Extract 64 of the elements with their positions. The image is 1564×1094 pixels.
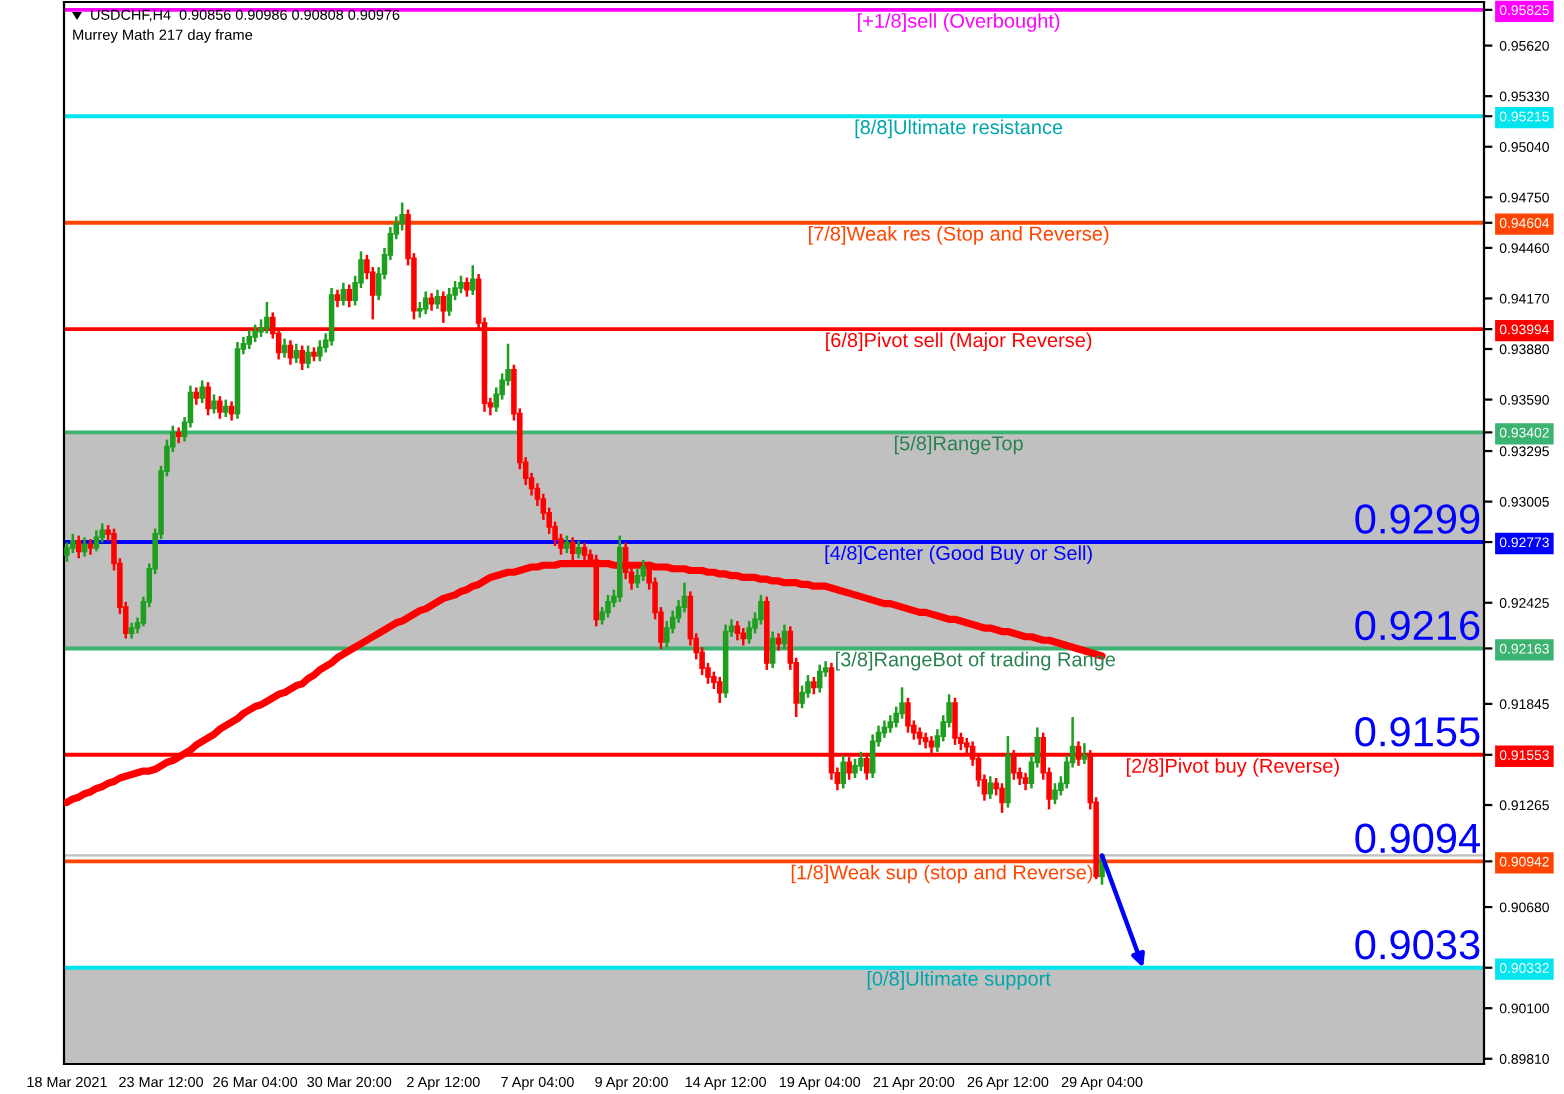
- candlestick: [446, 286, 452, 318]
- candlestick: [734, 619, 741, 642]
- candlestick: [422, 290, 429, 316]
- candlestick: [264, 300, 270, 335]
- candlestick: [869, 733, 876, 780]
- candlestick: [716, 675, 723, 705]
- ref-line-label: [0/8]Ultimate support: [867, 971, 1051, 990]
- annotation: 0.9216: [1355, 610, 1480, 641]
- candlestick: [858, 750, 864, 773]
- annotation: 0.9299: [1355, 504, 1480, 534]
- candlestick: [634, 567, 641, 590]
- candlestick: [246, 328, 253, 351]
- ref-line-label: [6/8]Pivot sell (Major Reverse): [826, 332, 1092, 352]
- ref-line-label: [7/8]Weak res (Stop and Reverse): [809, 226, 1109, 245]
- candlestick: [769, 630, 776, 670]
- candlestick: [805, 673, 811, 700]
- candlestick: [217, 394, 223, 421]
- candlestick: [99, 522, 106, 544]
- ref-line-label: [2/8]Pivot buy (Reverse): [1126, 758, 1339, 777]
- candlestick: [640, 558, 647, 583]
- candlestick: [434, 288, 441, 311]
- candlestick: [305, 344, 311, 370]
- candlestick: [205, 380, 211, 417]
- ref-line-label: [8/8]Ultimate resistance: [855, 119, 1063, 139]
- candlestick: [346, 283, 353, 309]
- candlestick: [211, 393, 217, 415]
- candlestick: [816, 663, 823, 694]
- candlestick: [664, 619, 670, 649]
- candlestick: [952, 696, 958, 747]
- annotation: 0.9155: [1355, 717, 1480, 747]
- candlestick: [1052, 781, 1058, 806]
- ref-line-label: [1/8]Weak sup (stop and Reverse): [791, 864, 1093, 884]
- ref-line-label: [3/8]RangeBot of trading Range: [836, 651, 1116, 671]
- candlestick: [93, 529, 100, 553]
- candlestick: [340, 281, 347, 307]
- ref-line-label: [+1/8]sell (Overbought): [858, 13, 1060, 32]
- candlestick: [299, 344, 305, 372]
- candlestick: [328, 286, 335, 347]
- candlestick: [746, 619, 752, 645]
- annotation: 0.9033: [1355, 930, 1480, 960]
- candlestick: [781, 623, 788, 651]
- candlestick: [852, 757, 858, 780]
- candlestick: [75, 534, 82, 560]
- candlestick: [64, 541, 70, 564]
- ref-line-label: [4/8]Center (Good Buy or Sell): [825, 545, 1092, 565]
- candlestick: [287, 339, 294, 366]
- annotation: 0.9094: [1355, 823, 1480, 854]
- candlestick: [758, 593, 764, 626]
- candlestick: [999, 781, 1005, 815]
- candlestick: [464, 276, 470, 298]
- candlestick: [987, 775, 994, 801]
- candlestick: [399, 201, 405, 232]
- ref-line-label: [5/8]RangeTop: [894, 435, 1023, 455]
- candlestick: [1005, 734, 1011, 809]
- candlestick: [70, 532, 76, 555]
- candlestick: [905, 696, 911, 734]
- candlestick: [1081, 741, 1088, 766]
- candlestick: [469, 264, 476, 297]
- candlestick: [899, 686, 905, 720]
- candlestick: [293, 342, 300, 365]
- candlestick: [840, 754, 847, 790]
- candlestick: [199, 379, 205, 405]
- candlestick: [605, 593, 611, 619]
- candlestick: [317, 339, 323, 363]
